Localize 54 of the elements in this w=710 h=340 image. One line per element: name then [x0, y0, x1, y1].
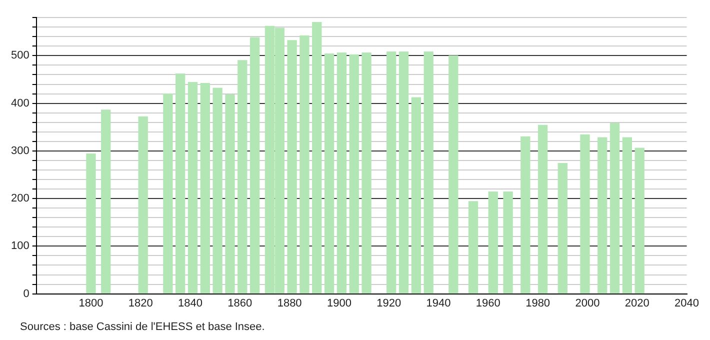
bar: [424, 52, 434, 294]
y-tick-label: 300: [10, 144, 30, 157]
bar: [448, 55, 458, 294]
bar: [598, 137, 608, 294]
bar: [225, 94, 235, 294]
y-tick-label: 100: [10, 240, 30, 252]
bar: [336, 52, 347, 294]
x-tick-label: 1900: [326, 297, 352, 310]
x-tick-label: 1840: [178, 297, 203, 310]
bar: [362, 52, 372, 294]
bar: [176, 73, 186, 294]
bar: [411, 97, 422, 294]
bar: [622, 137, 632, 294]
bar: [398, 52, 409, 294]
y-tick-label: 200: [10, 192, 30, 205]
bar: [324, 53, 334, 294]
bar: [488, 192, 498, 294]
bar: [300, 35, 310, 294]
bar: [634, 148, 644, 294]
x-tick-label: 1980: [526, 297, 550, 310]
bar: [312, 22, 322, 294]
bar: [200, 82, 210, 294]
x-tick-label: 1860: [228, 297, 252, 310]
bar: [520, 136, 530, 294]
bar: [349, 54, 359, 294]
bar: [212, 88, 222, 294]
x-tick-label: 2020: [624, 297, 650, 310]
bar: [86, 153, 96, 294]
bar: [558, 162, 568, 294]
x-tick-label: 2040: [674, 297, 700, 310]
x-tick-label: 1920: [376, 297, 402, 310]
bar: [468, 201, 478, 294]
x-tick-label: 2000: [575, 297, 600, 310]
bar: [610, 122, 620, 294]
bar: [138, 116, 148, 294]
bar: [163, 93, 173, 294]
y-tick-label: 500: [10, 50, 30, 62]
x-tick-label: 1940: [426, 297, 451, 310]
bar: [580, 134, 590, 294]
bar: [386, 52, 396, 294]
bar: [101, 110, 111, 294]
x-tick-label: 1800: [78, 297, 104, 310]
bar: [238, 60, 248, 294]
bar: [188, 82, 198, 294]
y-tick-label: 400: [10, 97, 30, 110]
x-tick-label: 1960: [476, 297, 500, 310]
x-tick-label: 1880: [277, 297, 302, 310]
x-tick-label: 1820: [128, 297, 153, 310]
bar: [287, 40, 297, 294]
source-note: Sources : base Cassini de l'EHESS et base Insee.: [20, 321, 266, 333]
y-tick-label: 0: [23, 288, 30, 300]
bar: [538, 124, 548, 294]
bar: [503, 192, 513, 294]
bar: [250, 37, 260, 294]
